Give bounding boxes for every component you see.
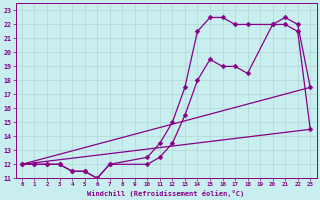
X-axis label: Windchill (Refroidissement éolien,°C): Windchill (Refroidissement éolien,°C) bbox=[87, 190, 245, 197]
